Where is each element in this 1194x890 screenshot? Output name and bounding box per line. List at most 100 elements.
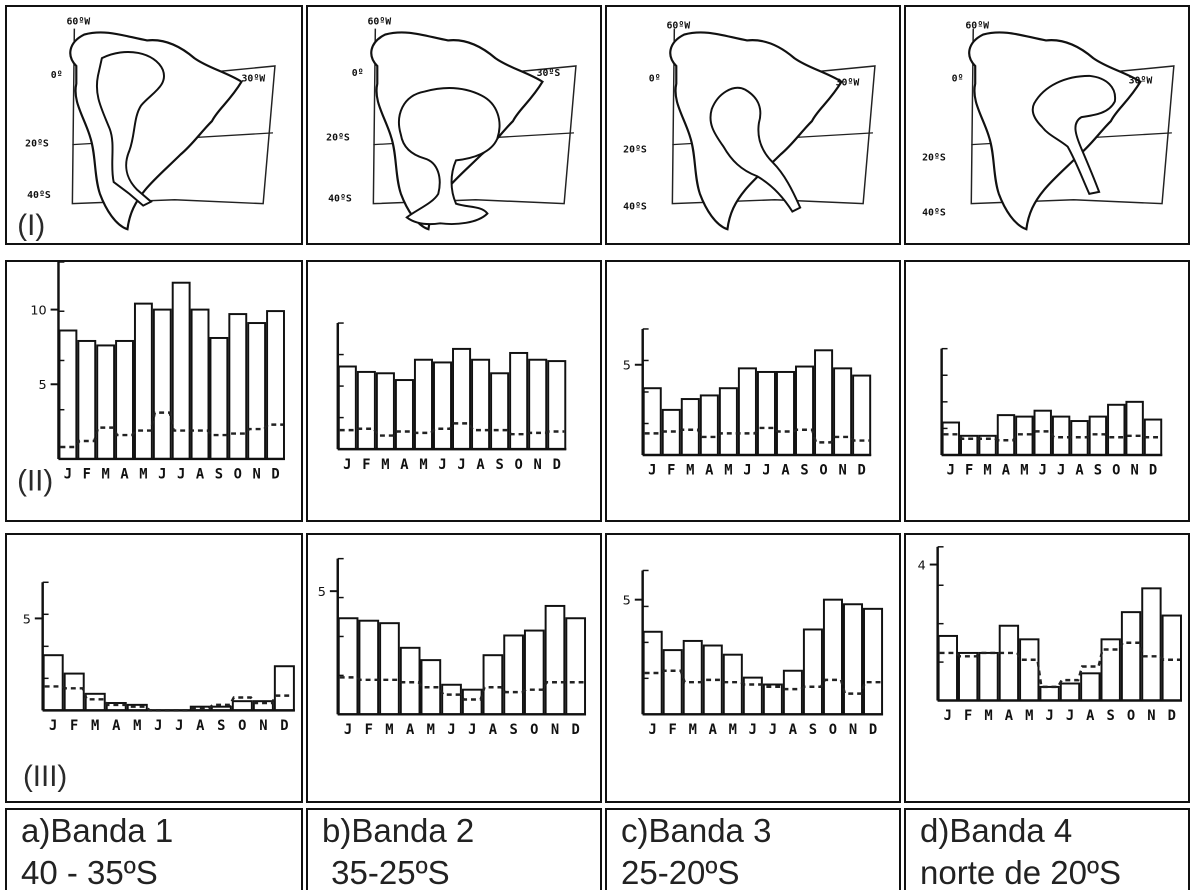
- month-tick-label: F: [965, 463, 973, 479]
- bar: [642, 630, 663, 716]
- month-tick-label: J: [762, 463, 770, 479]
- map-svg-b: 60ºW 0º 30ºS 20ºS 40ºS: [326, 17, 577, 231]
- projection-frame: [372, 28, 577, 205]
- month-tick-label: F: [669, 722, 677, 738]
- month-tick-label: J: [1039, 463, 1047, 479]
- month-tick-label: M: [381, 457, 389, 473]
- bar: [756, 370, 776, 456]
- month-tick-label: J: [49, 718, 57, 734]
- bar: [996, 414, 1016, 456]
- bar: [699, 394, 719, 456]
- month-tick-label: S: [809, 722, 817, 738]
- month-tick-label: O: [234, 467, 242, 483]
- lat-20s-label: 20ºS: [326, 133, 350, 144]
- bar: [547, 360, 567, 451]
- month-tick-label: J: [158, 467, 166, 483]
- month-tick-label: J: [177, 467, 185, 483]
- bar: [718, 387, 738, 456]
- meridian-60w-label: 60ºW: [66, 17, 90, 28]
- month-tick-label: J: [649, 722, 657, 738]
- bar: [266, 310, 285, 460]
- bar: [84, 692, 106, 712]
- y-tick-label: 4: [918, 558, 926, 573]
- bar: [247, 322, 267, 460]
- bar: [209, 336, 229, 460]
- meridian-60w-label: 60ºW: [367, 17, 391, 28]
- month-tick-label: N: [534, 457, 542, 473]
- bar: [133, 302, 153, 460]
- month-tick-label: S: [1094, 463, 1102, 479]
- dashed-series-line: [644, 669, 882, 695]
- bar: [523, 629, 545, 716]
- month-tick-label: O: [1112, 463, 1120, 479]
- cloud-band-shape: [1031, 74, 1117, 195]
- bar: [565, 617, 587, 716]
- bar: [1107, 403, 1126, 456]
- month-tick-label: J: [947, 463, 955, 479]
- month-tick-label: O: [515, 457, 523, 473]
- bar: [682, 639, 703, 716]
- lat-20s-label: 20ºS: [922, 152, 946, 163]
- month-tick-label: S: [800, 463, 808, 479]
- bar: [544, 604, 566, 716]
- month-tick-label: M: [984, 708, 992, 724]
- month-tick-label: A: [406, 722, 415, 738]
- cloud-band-shape: [96, 51, 165, 207]
- caption-range-c: 25-20ºS: [621, 854, 740, 890]
- y-tick-label: 5: [623, 359, 631, 374]
- bar: [937, 634, 959, 702]
- equator-label: 0º: [352, 68, 364, 79]
- projection-frame: [71, 28, 276, 205]
- bar: [413, 358, 433, 451]
- month-tick-label: A: [120, 467, 129, 483]
- bar: [420, 659, 442, 716]
- month-tick-label: N: [849, 722, 857, 738]
- chart-panel-ii-a: 5 10 J F M A M J J A S O N D (II): [5, 260, 303, 522]
- y-tick-label: 10: [30, 304, 46, 319]
- month-tick-label: M: [102, 467, 110, 483]
- month-tick-label: J: [1045, 708, 1053, 724]
- month-tick-label: F: [83, 467, 91, 483]
- bar: [1120, 611, 1142, 702]
- caption-panel-d: d)Banda 4 norte de 20ºS: [904, 808, 1190, 890]
- bar: [471, 358, 491, 451]
- projection-frame: [671, 28, 876, 205]
- bar: [1141, 587, 1162, 702]
- bar: [702, 644, 723, 716]
- bar: [356, 370, 376, 451]
- month-tick-label: A: [705, 463, 714, 479]
- month-tick-label: J: [447, 722, 455, 738]
- month-tick-label: A: [1075, 463, 1084, 479]
- map-panel-d: 60ºW 0º 30ºW 20ºS 40ºS: [904, 5, 1190, 245]
- bar: [978, 434, 997, 456]
- month-tick-label: J: [1057, 463, 1065, 479]
- bar: [190, 308, 210, 460]
- bar: [737, 367, 757, 456]
- bar: [452, 347, 472, 451]
- bar: [795, 365, 815, 456]
- bar: [231, 700, 253, 712]
- chart-panel-iii-a: 5 J F M A M J J A S O N D (III): [5, 533, 303, 803]
- dashed-series-line: [644, 426, 870, 444]
- dashed-series-line: [943, 430, 1161, 442]
- bar: [96, 344, 116, 460]
- bar: [642, 387, 662, 456]
- month-tick-label: J: [743, 463, 751, 479]
- lat-20s-label: 20ºS: [623, 145, 647, 156]
- bar: [822, 598, 843, 716]
- bar: [115, 339, 134, 460]
- month-tick-label: A: [489, 722, 498, 738]
- month-tick-label: D: [572, 722, 580, 738]
- caption-title-d: d)Banda 4: [920, 812, 1073, 849]
- bar: [482, 654, 504, 716]
- month-tick-label: J: [344, 722, 352, 738]
- month-tick-label: J: [769, 722, 777, 738]
- bar: [1033, 409, 1052, 456]
- month-tick-label: M: [686, 463, 694, 479]
- equator-label: 0º: [51, 70, 63, 81]
- caption-range-d: norte de 20ºS: [920, 854, 1122, 890]
- month-tick-label: D: [858, 463, 866, 479]
